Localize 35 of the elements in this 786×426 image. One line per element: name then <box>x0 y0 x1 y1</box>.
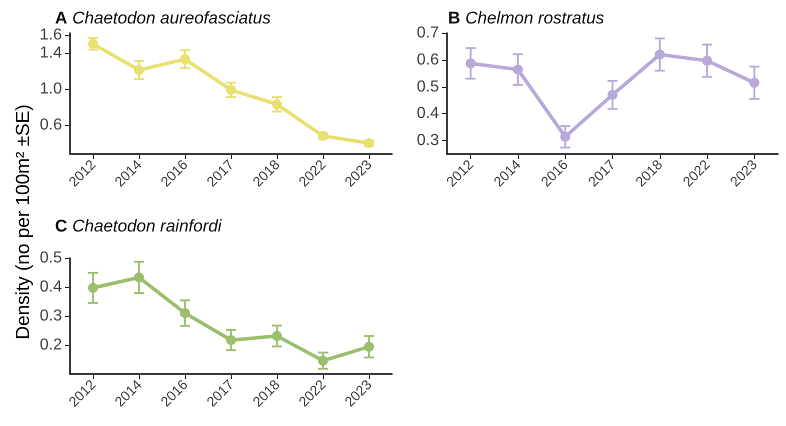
y-tick-label: 0.6 <box>416 51 440 68</box>
point <box>180 308 190 318</box>
y-tick-label: 0.4 <box>416 105 440 122</box>
y-tick-label: 0.5 <box>416 78 440 96</box>
chart-title: A Chaetodon aureofasciatus <box>55 8 272 28</box>
point <box>749 78 760 88</box>
point <box>134 272 144 282</box>
point <box>272 99 282 110</box>
point <box>226 335 236 346</box>
point <box>654 50 665 60</box>
y-tick-label: 0.7 <box>416 24 440 42</box>
point <box>318 356 328 366</box>
y-tick-label: 0.4 <box>40 278 62 296</box>
point <box>272 331 282 342</box>
point <box>364 342 374 352</box>
chart-title: C Chaetodon rainfordi <box>55 216 223 236</box>
y-tick-label: 1.4 <box>40 44 62 62</box>
y-tick-label: 0.3 <box>40 308 62 324</box>
y-axis-title: Density (no per 100m² ±SE) <box>13 104 35 340</box>
chart-title: B Chelmon rostratus <box>448 8 605 28</box>
y-tick-label: 0.6 <box>40 116 62 134</box>
point <box>466 58 476 68</box>
y-tick-label: 0.5 <box>40 250 62 266</box>
point <box>226 84 236 95</box>
y-tick-label: 0.2 <box>40 336 62 354</box>
point <box>702 56 712 66</box>
point <box>134 65 144 76</box>
y-tick-label: 1.0 <box>40 80 62 98</box>
point <box>608 90 618 100</box>
point <box>180 54 190 64</box>
y-tick-label: 0.3 <box>416 132 440 150</box>
point <box>512 64 523 75</box>
point <box>88 282 98 293</box>
point <box>560 132 570 142</box>
y-tick-label: 1.6 <box>40 26 62 44</box>
